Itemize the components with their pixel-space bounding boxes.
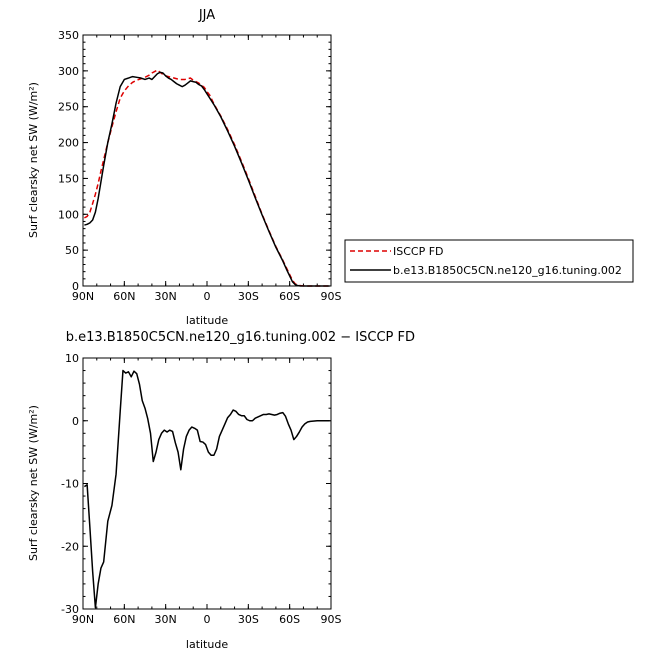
bottom-y-tick-label: 0 xyxy=(72,415,79,428)
top-y-tick-label: 250 xyxy=(58,101,79,114)
top-x-tick-label: 30S xyxy=(238,290,259,303)
bottom-series-group xyxy=(83,369,330,609)
bottom-plot-frame xyxy=(82,357,332,610)
legend-label-isccp: ISCCP FD xyxy=(393,245,444,258)
bottom-y-axis-label: Surf clearsky net SW (W/m²) xyxy=(27,405,40,561)
bottom-axes: 90N 60N 30N 0 30S 60S 90S -30 -20 -10 0 10 xyxy=(61,352,341,626)
bottom-x-tick-label: 90S xyxy=(321,613,342,626)
bottom-y-tick-label: -20 xyxy=(61,540,79,553)
top-x-tick-label: 60N xyxy=(113,290,135,303)
top-x-tick-label: 90S xyxy=(321,290,342,303)
top-y-axis-label: Surf clearsky net SW (W/m²) xyxy=(27,82,40,238)
legend-box xyxy=(344,239,634,283)
top-x-axis-label: latitude xyxy=(186,314,228,327)
top-y-tick-label: 50 xyxy=(65,244,79,257)
bottom-y-tick-label: -30 xyxy=(61,603,79,616)
bottom-x-tick-label: 60N xyxy=(113,613,135,626)
legend-label-model: b.e13.B1850C5CN.ne120_g16.tuning.002 xyxy=(393,264,622,277)
bottom-chart-title: b.e13.B1850C5CN.ne120_g16.tuning.002 − I… xyxy=(66,330,415,345)
top-x-tick-label: 30N xyxy=(155,290,177,303)
top-y-tick-label: 150 xyxy=(58,172,79,185)
bottom-y-tick-label: 10 xyxy=(65,352,79,365)
top-x-tick-label: 60S xyxy=(279,290,300,303)
top-y-tick-label: 350 xyxy=(58,29,79,42)
bottom-x-tick-label: 90N xyxy=(72,613,94,626)
legend: ISCCP FD b.e13.B1850C5CN.ne120_g16.tunin… xyxy=(344,239,634,283)
top-y-tick-label: 100 xyxy=(58,208,79,221)
top-y-tick-label: 0 xyxy=(72,280,79,293)
top-plot-frame xyxy=(82,34,332,287)
top-series-line-1 xyxy=(84,71,330,287)
top-axes: 90N 60N 30N 0 30S 60S 90S 0 50 100 150 200 250 300 350 xyxy=(58,29,342,303)
top-chart-title: JJA xyxy=(198,8,215,23)
bottom-x-tick-label: 30N xyxy=(155,613,177,626)
top-x-tick-label: 0 xyxy=(204,290,211,303)
top-y-tick-label: 300 xyxy=(58,65,79,78)
bottom-x-tick-label: 60S xyxy=(279,613,300,626)
top-series-group xyxy=(84,69,330,287)
top-series-line-0 xyxy=(84,69,330,287)
bottom-x-tick-label: 0 xyxy=(204,613,211,626)
bottom-series-line-0 xyxy=(83,369,330,609)
bottom-y-tick-label: -10 xyxy=(61,478,79,491)
bottom-x-axis-label: latitude xyxy=(186,638,228,651)
top-x-tick-label: 90N xyxy=(72,290,94,303)
bottom-x-tick-label: 30S xyxy=(238,613,259,626)
top-y-tick-label: 200 xyxy=(58,137,79,150)
